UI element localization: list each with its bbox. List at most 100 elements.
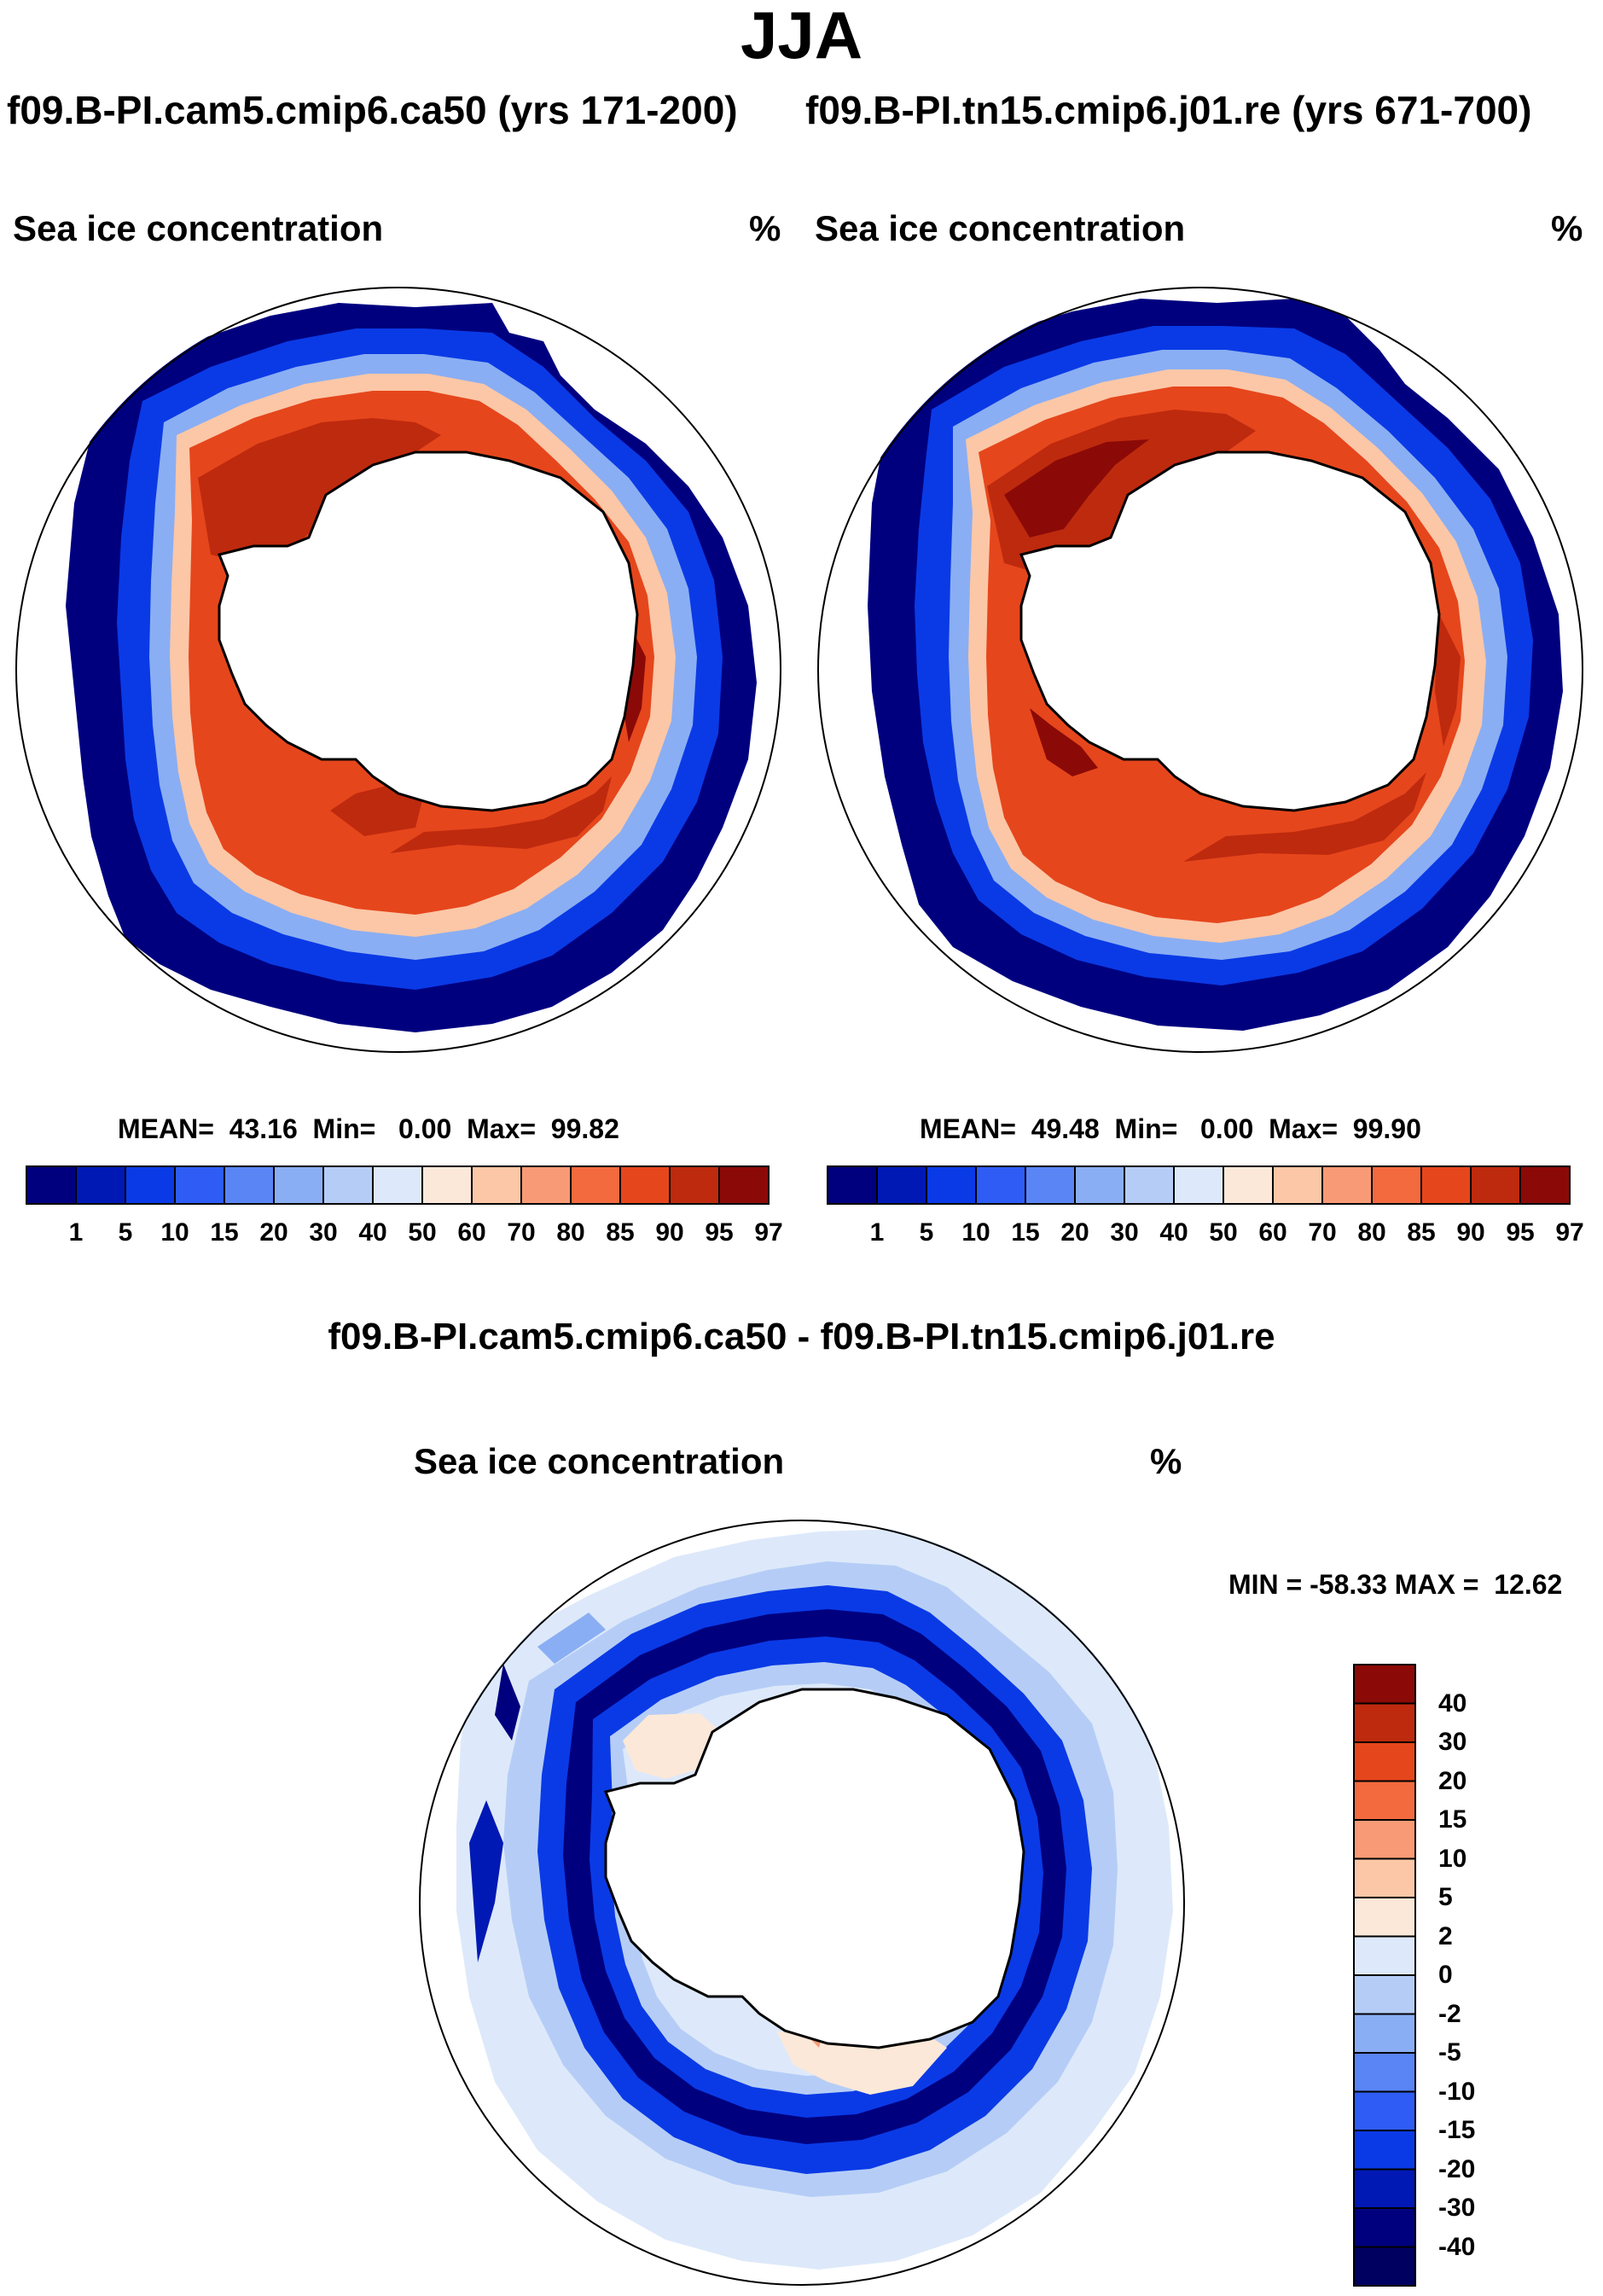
colorbar-case-b-tick-label: 97 [1555, 1218, 1584, 1247]
colorbar-case-a-swatch [669, 1165, 720, 1205]
colorbar-case-b-swatch [827, 1165, 878, 1205]
panel-a-stats: MEAN= 43.16 Min= 0.00 Max= 99.82 [118, 1113, 619, 1144]
colorbar-case-b-swatch [1470, 1165, 1521, 1205]
colorbar-case-b [827, 1165, 1571, 1205]
panel-diff-units: % [1150, 1441, 1182, 1481]
colorbar-difference-swatch [1353, 2130, 1416, 2171]
colorbar-case-b-tick-label: 95 [1506, 1218, 1535, 1247]
colorbar-difference-swatch [1353, 1897, 1416, 1938]
colorbar-case-a-swatch [421, 1165, 473, 1205]
colorbar-difference-tick-label: 40 [1438, 1689, 1467, 1718]
colorbar-difference-tick-label: -15 [1438, 2116, 1476, 2144]
panel-b-stats: MEAN= 49.48 Min= 0.00 Max= 99.90 [920, 1113, 1421, 1144]
colorbar-case-a-swatch [75, 1165, 126, 1205]
colorbar-difference-swatch [1353, 2090, 1416, 2131]
colorbar-case-a-swatch [224, 1165, 275, 1205]
colorbar-difference-swatch [1353, 2052, 1416, 2093]
colorbar-case-a-swatch [273, 1165, 324, 1205]
colorbar-case-a-swatch [322, 1165, 374, 1205]
colorbar-case-a-tick-label: 10 [160, 1218, 189, 1247]
colorbar-case-b-tick-label: 40 [1159, 1218, 1188, 1247]
colorbar-case-a-swatch [174, 1165, 225, 1205]
colorbar-case-b-tick-label: 90 [1456, 1218, 1485, 1247]
colorbar-difference-swatch [1353, 1935, 1416, 1976]
colorbar-case-a-tick-label: 40 [358, 1218, 387, 1247]
colorbar-difference-tick-label: 0 [1438, 1961, 1453, 1989]
colorbar-case-a-tick-label: 50 [408, 1218, 437, 1247]
colorbar-case-b-swatch [1420, 1165, 1472, 1205]
case-a-title: f09.B-PI.cam5.cmip6.ca50 (yrs 171-200) [7, 88, 738, 132]
colorbar-difference-swatch [1353, 2246, 1416, 2287]
panel-diff-stats: MIN = -58.33 MAX = 12.62 [1228, 1569, 1563, 1600]
colorbar-difference-tick-label: 20 [1438, 1766, 1467, 1795]
colorbar-case-b-tick-label: 10 [961, 1218, 990, 1247]
colorbar-case-a-swatch [570, 1165, 621, 1205]
map-difference [419, 1520, 1185, 2286]
colorbar-difference-tick-label: -30 [1438, 2194, 1476, 2222]
colorbar-case-a-tick-label: 95 [705, 1218, 734, 1247]
colorbar-case-b-swatch [1173, 1165, 1224, 1205]
colorbar-difference-tick-label: -5 [1438, 2038, 1461, 2066]
case-b-title: f09.B-PI.tn15.cmip6.j01.re (yrs 671-700) [805, 88, 1532, 132]
colorbar-case-a-tick-label: 60 [457, 1218, 486, 1247]
colorbar-difference-swatch [1353, 1741, 1416, 1782]
colorbar-difference-tick-label: 15 [1438, 1805, 1467, 1834]
colorbar-case-a-swatch [125, 1165, 176, 1205]
colorbar-difference-swatch [1353, 1702, 1416, 1743]
colorbar-case-b-tick-label: 50 [1209, 1218, 1238, 1247]
colorbar-case-b-swatch [975, 1165, 1026, 1205]
colorbar-case-b-swatch [1025, 1165, 1076, 1205]
colorbar-case-b-tick-label: 5 [919, 1218, 934, 1247]
colorbar-case-b-swatch [876, 1165, 927, 1205]
colorbar-case-b-tick-label: 85 [1407, 1218, 1436, 1247]
colorbar-difference-tick-label: 5 [1438, 1883, 1453, 1911]
colorbar-case-a [26, 1165, 770, 1205]
colorbar-difference-tick-label: 2 [1438, 1921, 1453, 1950]
colorbar-difference-tick-label: 10 [1438, 1844, 1467, 1873]
colorbar-difference-swatch [1353, 2013, 1416, 2054]
colorbar-case-b-swatch [1371, 1165, 1422, 1205]
colorbar-difference-tick-label: -20 [1438, 2154, 1476, 2183]
colorbar-difference-swatch [1353, 1664, 1416, 1705]
colorbar-case-a-swatch [520, 1165, 572, 1205]
colorbar-case-a-swatch [718, 1165, 770, 1205]
colorbar-case-b-tick-label: 20 [1060, 1218, 1089, 1247]
colorbar-case-a-tick-label: 20 [259, 1218, 288, 1247]
colorbar-difference-swatch [1353, 1819, 1416, 1860]
colorbar-case-a-tick-label: 90 [655, 1218, 684, 1247]
colorbar-case-a-swatch [372, 1165, 423, 1205]
colorbar-difference-tick-label: -2 [1438, 1999, 1461, 2028]
colorbar-case-b-swatch [1272, 1165, 1323, 1205]
colorbar-case-b-tick-label: 80 [1357, 1218, 1386, 1247]
colorbar-case-a-tick-label: 1 [68, 1218, 84, 1247]
colorbar-difference-swatch [1353, 2168, 1416, 2209]
colorbar-case-b-tick-label: 15 [1011, 1218, 1040, 1247]
map-case-b [817, 287, 1583, 1053]
colorbar-case-b-tick-label: 70 [1308, 1218, 1337, 1247]
colorbar-difference-swatch [1353, 1974, 1416, 2015]
colorbar-case-a-swatch [619, 1165, 671, 1205]
colorbar-case-a-tick-label: 70 [507, 1218, 536, 1247]
panel-a-variable: Sea ice concentration [13, 208, 384, 248]
colorbar-case-a-tick-label: 80 [556, 1218, 585, 1247]
colorbar-case-b-tick-label: 30 [1110, 1218, 1139, 1247]
figure-title: JJA [740, 0, 863, 73]
colorbar-case-b-swatch [1124, 1165, 1175, 1205]
colorbar-case-b-tick-label: 60 [1258, 1218, 1287, 1247]
colorbar-difference-swatch [1353, 2207, 1416, 2248]
colorbar-case-a-tick-label: 97 [754, 1218, 783, 1247]
colorbar-case-a-swatch [471, 1165, 522, 1205]
colorbar-difference-swatch [1353, 1780, 1416, 1821]
panel-a-units: % [749, 208, 781, 248]
panel-diff-variable: Sea ice concentration [414, 1441, 785, 1481]
colorbar-case-a-tick-label: 15 [210, 1218, 239, 1247]
difference-title: f09.B-PI.cam5.cmip6.ca50 - f09.B-PI.tn15… [328, 1316, 1275, 1357]
map-case-a [15, 287, 781, 1053]
colorbar-case-b-swatch [1223, 1165, 1274, 1205]
colorbar-difference-tick-label: -40 [1438, 2232, 1476, 2261]
colorbar-difference [1353, 1664, 1416, 2287]
colorbar-case-b-tick-label: 1 [869, 1218, 885, 1247]
colorbar-case-a-tick-label: 5 [118, 1218, 133, 1247]
colorbar-difference-tick-label: 30 [1438, 1728, 1467, 1756]
colorbar-case-b-swatch [1519, 1165, 1571, 1205]
